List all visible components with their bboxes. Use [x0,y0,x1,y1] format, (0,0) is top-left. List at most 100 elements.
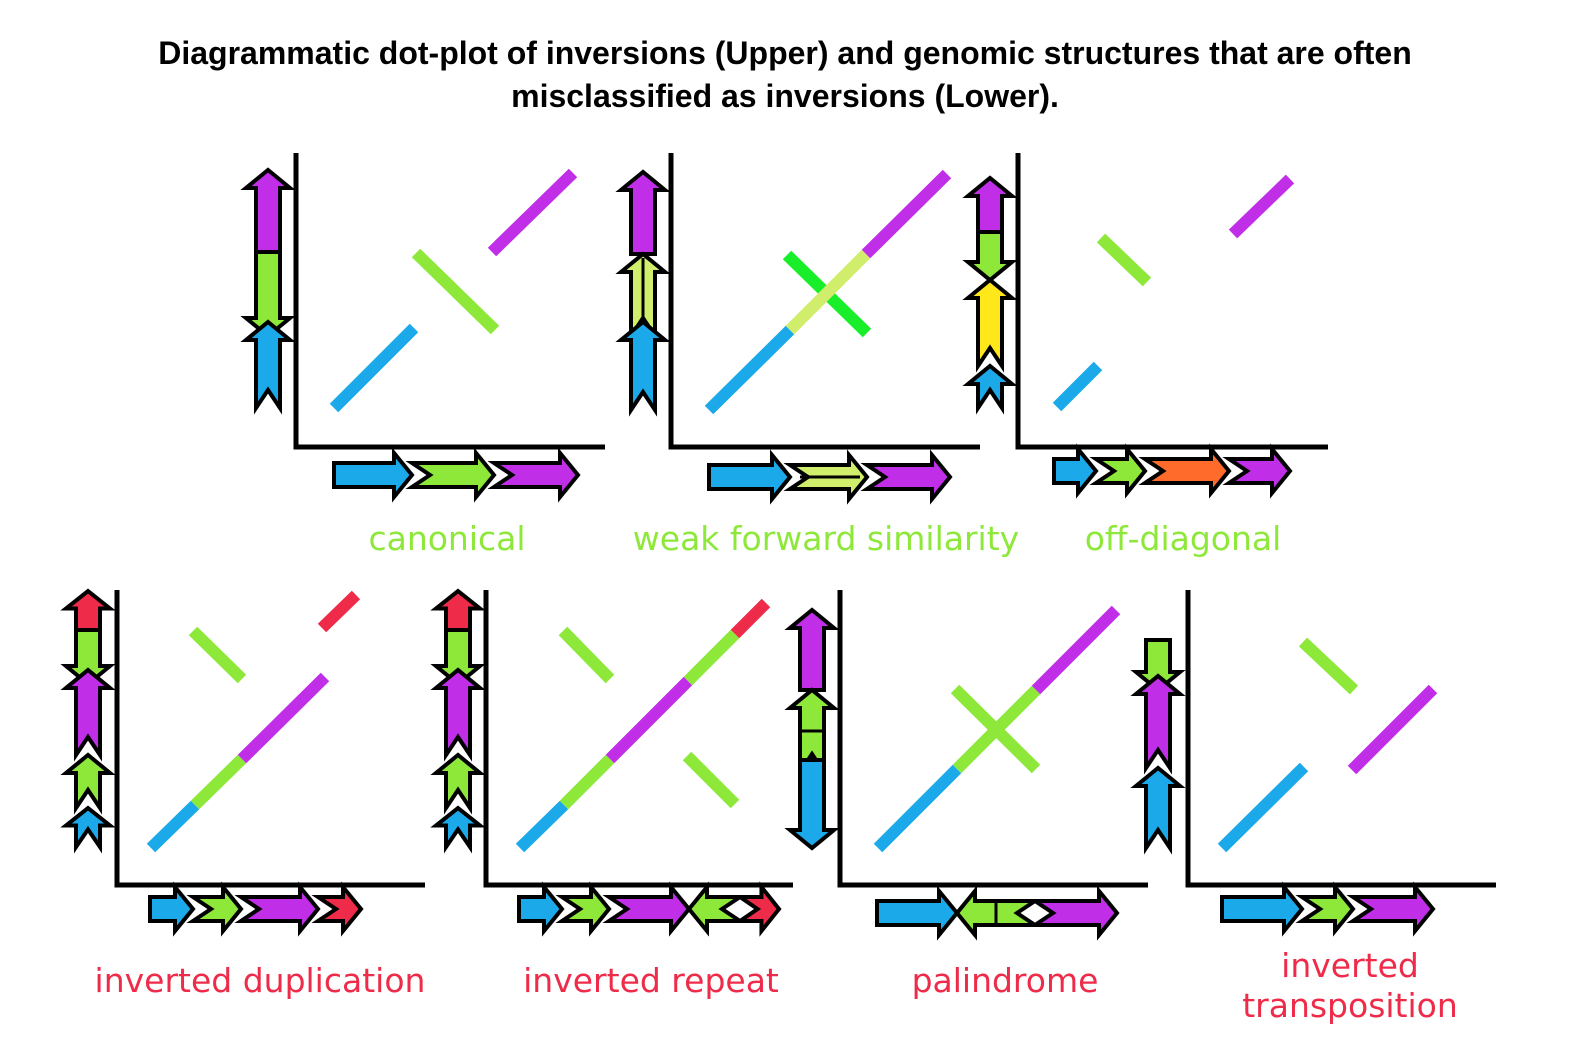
plot-axes [1185,590,1496,888]
genome-x-segment-red [311,881,364,937]
match-purple [861,169,952,259]
panel-inverted-repeat: inverted repeat [430,588,793,1000]
genome-y-segment-purple [1130,673,1186,775]
match-blue [146,800,200,853]
genome-y-segment-purple [962,175,1018,234]
match-blue [704,325,795,415]
genome-y-segment-green [430,752,486,815]
genome-x-segment-purple [234,881,321,937]
match-green-inverted-upper [558,626,615,684]
genome-x-segment-blue [1220,881,1305,937]
panel-canonical: canonical [240,153,605,558]
plot-axes [1015,153,1328,450]
genome-y-segment-red [430,588,486,632]
match-green-inverted [1096,233,1152,287]
panel-label: palindrome [912,961,1099,1000]
genome-y-segment-green-inverted [60,628,116,687]
genome-x-segment-red [733,881,782,937]
panel-weak-forward-similarity: weak forward similarity [615,153,1019,558]
genome-y-segment-blue [962,363,1018,415]
match-green-weak-forward [785,249,871,335]
match-blue [1217,762,1309,853]
genome-x-segment-green-inverted [686,881,747,937]
genome-x-segment-blue [148,881,196,937]
genome-y-segment-red [60,588,116,632]
genome-y-segment-blue [1130,765,1186,855]
match-purple [237,672,330,764]
figure-title: Diagrammatic dot-plot of inversions (Upp… [0,32,1570,118]
genome-x-segment-purple [1028,885,1120,941]
genome-x-segment-blue [332,447,415,503]
match-blue [329,323,419,413]
genome-x-segment-blue [1052,443,1099,499]
genome-y-segment-purple [60,667,116,762]
genome-x-segment-purple [602,881,692,937]
panel-inverted-duplication: inverted duplication [60,588,426,1000]
genome-x-segment-purple [860,449,953,505]
match-purple [1347,684,1438,775]
match-purple [605,676,693,764]
match-green-inverted [950,684,1041,774]
genome-y-segment-purple [240,167,296,254]
genome-x-segment-green [405,447,497,503]
genome-x-segment-green [186,881,244,937]
genome-x-segment-green [1295,881,1356,937]
match-blue [515,800,569,853]
panel-label: off-diagonal [1085,519,1282,558]
panel-label: transposition [1242,986,1458,1025]
plot-axes [668,153,980,450]
genome-y-segment-blue [784,758,840,851]
genome-y-segment-purple [430,667,486,762]
match-red [317,590,361,633]
genome-y-segment-purple [615,169,671,256]
genome-y-segment-blue [430,805,486,854]
genome-x-segment-blue [517,881,565,937]
match-purple [1228,174,1295,239]
genome-y-segment-green-inverted [430,628,486,687]
panel-label: inverted duplication [95,961,426,1000]
match-green-inverted-lower [682,751,740,809]
genome-y-segment-yellow [962,277,1018,373]
genome-y-segment-blue [615,319,671,417]
title-line-2: misclassified as inversions (Lower). [511,78,1059,114]
genome-x-segment-blue [875,885,960,941]
genome-x-segment-blue [707,449,793,505]
genome-x-segment-purple [487,447,581,503]
panel-label: inverted [1281,946,1419,985]
genome-y-segment-blue [60,805,116,854]
match-green-inverted [411,248,500,335]
genome-x-segment-purple [1222,443,1293,499]
plot-axes [114,590,425,888]
match-green [559,754,615,810]
genome-y-segment-blue [240,319,296,415]
genome-y-segment-green-inverted [962,230,1018,283]
match-green [190,754,247,810]
match-purple [1031,605,1121,695]
plot-axes [837,590,1148,888]
match-red [730,598,771,639]
genome-y-segment-purple [784,607,840,692]
plot-axes [293,153,605,450]
genome-x-segment-green [1089,443,1148,499]
match-blue [873,764,962,853]
panel-label: weak forward similarity [633,519,1019,558]
genome-y-segment-green-inverted [240,250,296,339]
panel-label: canonical [368,519,525,558]
genome-y-segment-green-inverted [1130,638,1186,693]
match-green-2 [683,629,740,686]
genome-x-segment-orange [1138,443,1232,499]
panel-palindrome: palindrome [784,590,1148,1000]
genome-y-segment-green [60,752,116,815]
match-purple [487,168,578,257]
panel-off-diagonal: off-diagonal [962,153,1328,558]
genome-x-segment-green [555,881,612,937]
match-green-inverted [1298,637,1359,695]
panel-label: inverted repeat [523,961,779,1000]
plot-axes [483,590,793,888]
title-line-1: Diagrammatic dot-plot of inversions (Upp… [158,35,1412,71]
genome-x-segment-purple [1346,881,1436,937]
match-green-inverted [188,626,247,684]
match-blue [1052,361,1103,412]
